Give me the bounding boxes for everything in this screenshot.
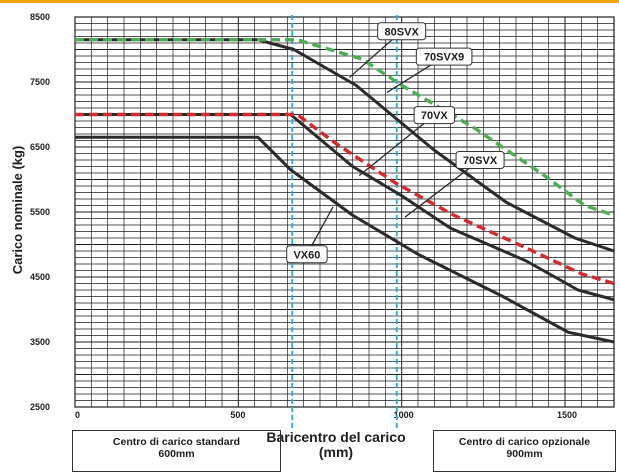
y-tick-labels: 2500 3500 4500 5500 6500 7500 8500: [30, 12, 50, 412]
series-line-70svx: [75, 112, 615, 286]
callout-leader: [358, 114, 435, 177]
y-tick-label: 3500: [30, 337, 50, 347]
x-tick-label: 1500: [557, 410, 577, 420]
x-axis-label: Baricentro del carico (mm): [246, 430, 426, 460]
x-axis-label-line2: (mm): [318, 444, 354, 460]
top-accent-strip: [0, 0, 619, 3]
y-tick-label: 4500: [30, 272, 50, 282]
callout-box: [286, 245, 328, 264]
optional-load-center-label: Centro di carico opzionale: [458, 436, 591, 448]
x-tick-label: 500: [230, 410, 245, 420]
callout-box: [455, 151, 505, 169]
optional-load-center-box: Centro di carico opzionale 900mm: [433, 430, 616, 472]
load-chart: 2500 3500 4500 5500 6500 7500 8500 0 500 1000 150…: [30, 12, 615, 430]
y-tick-label: 7500: [30, 77, 50, 87]
callout-leader: [404, 159, 481, 218]
x-tick-label: 1000: [394, 410, 414, 420]
marker-lines: [291, 15, 398, 430]
standard-load-center-value: 600mm: [158, 448, 195, 460]
series-callouts: 80SVX 70SVX9 70VX 70SVX VX60: [286, 22, 505, 264]
plot-frame: [74, 16, 615, 408]
x-tick-labels: 0 500 1000 1500: [75, 410, 577, 420]
chart-grid: [74, 16, 615, 408]
callout-box: [413, 106, 456, 125]
series-line-vx60: [75, 135, 615, 344]
y-tick-label: 8500: [30, 12, 50, 22]
callout-label-70svx9: 70SVX9: [424, 52, 464, 64]
callout-label-vx60: VX60: [293, 249, 320, 261]
standard-load-center-label: Centro di carico standard: [112, 436, 241, 448]
y-tick-label: 2500: [30, 402, 50, 412]
series-line-70vx: [75, 113, 615, 302]
optional-load-center-value: 900mm: [506, 448, 543, 460]
x-tick-label: 0: [75, 410, 80, 420]
callout-label-80svx: 80SVX: [385, 26, 420, 38]
series-line-80svx: [75, 38, 615, 253]
x-axis-label-line1: Baricentro del carico: [266, 429, 406, 445]
callout-box: [415, 47, 473, 66]
callout-label-70svx: 70SVX: [463, 155, 498, 167]
y-tick-label: 6500: [30, 142, 50, 152]
callout-label-70vx: 70VX: [421, 110, 449, 122]
callout-box: [377, 22, 427, 41]
y-tick-label: 5500: [30, 207, 50, 217]
